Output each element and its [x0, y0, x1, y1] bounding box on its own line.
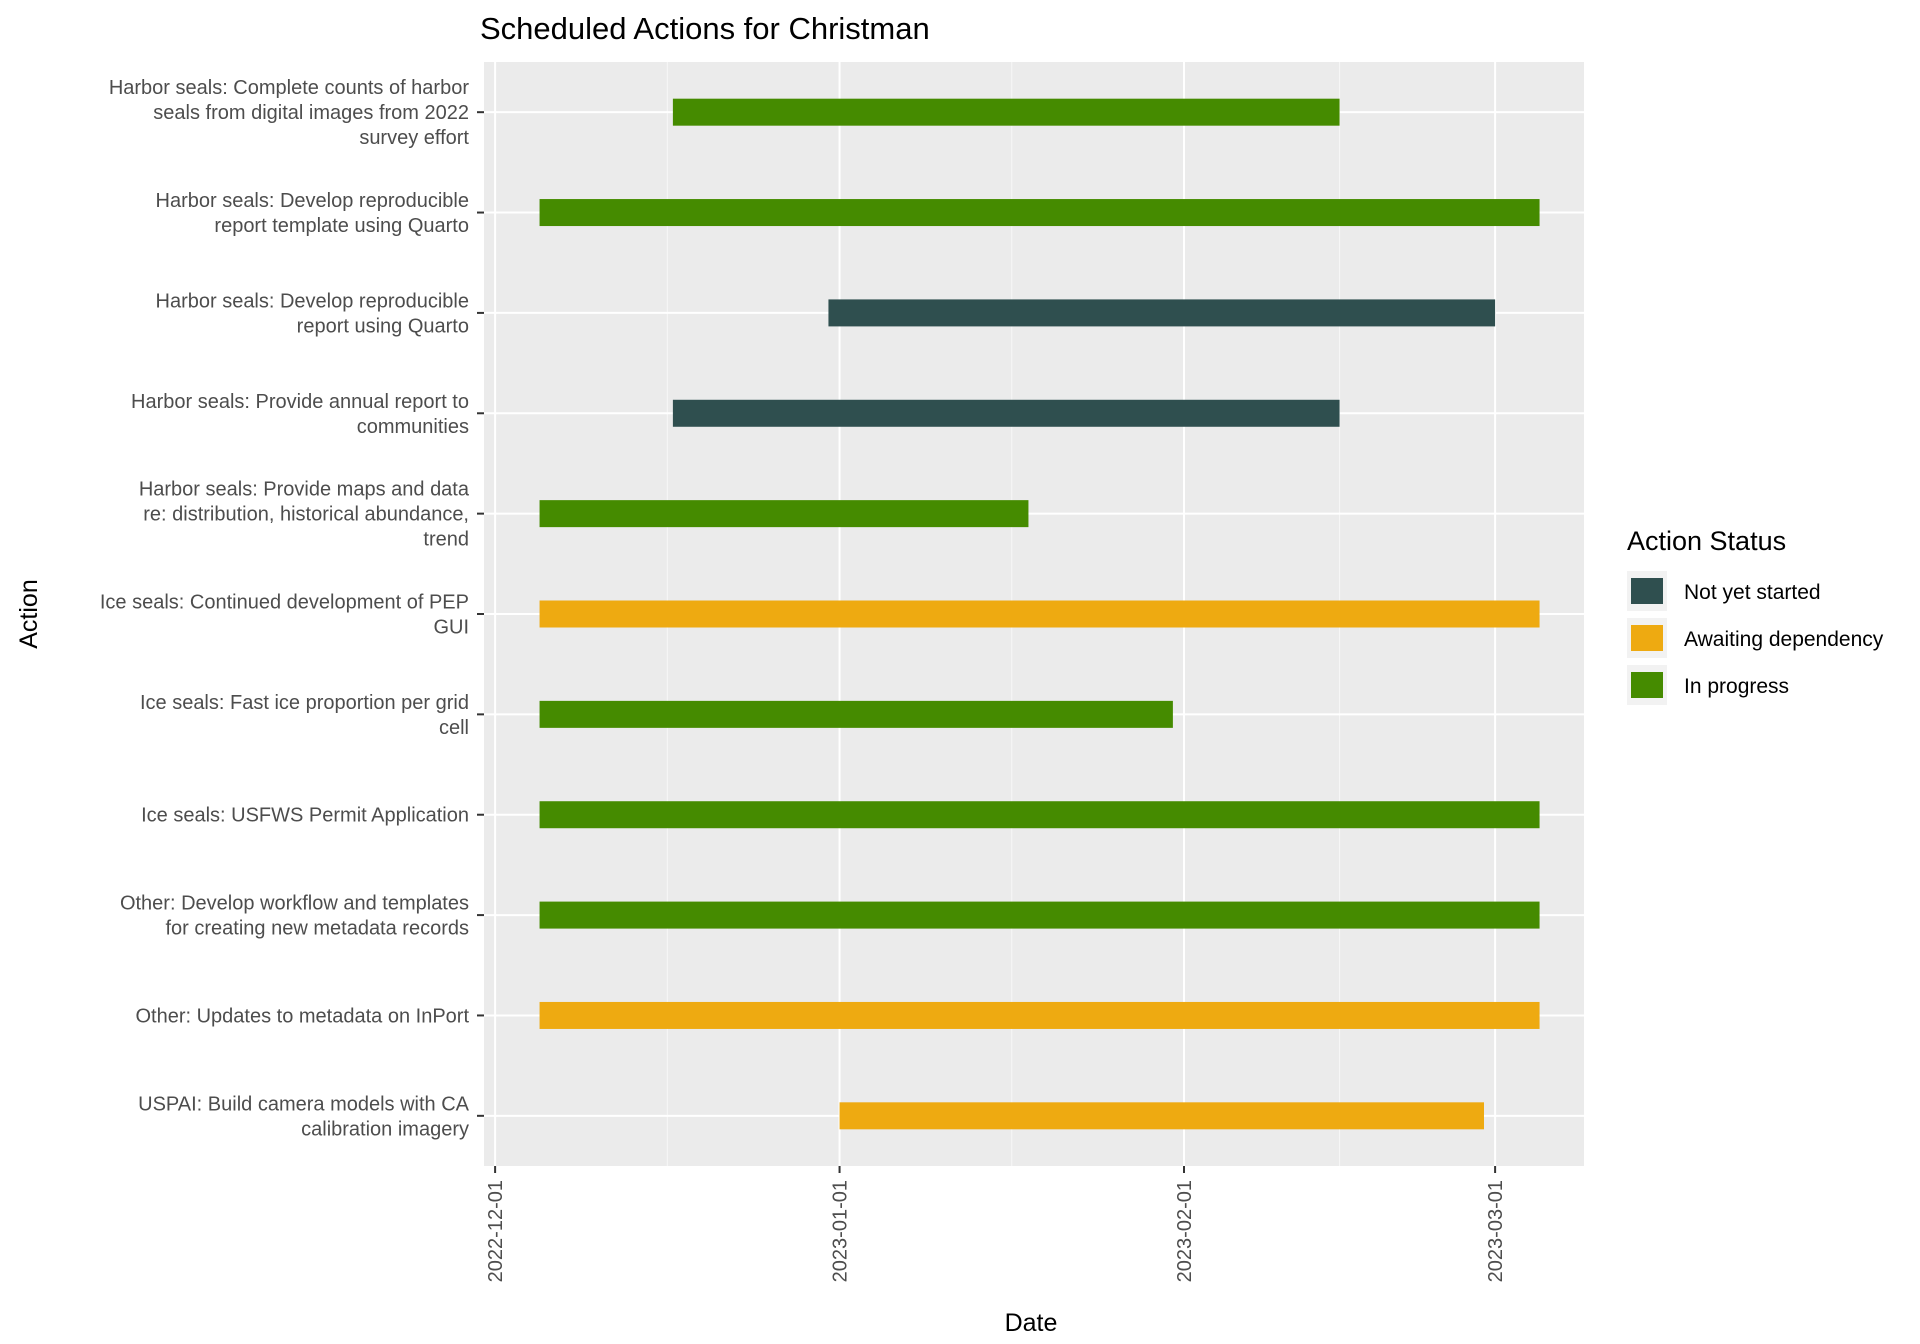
- y-tick-label: Harbor seals: Provide maps and data: [139, 479, 470, 501]
- y-tick-label: report template using Quarto: [214, 215, 469, 237]
- legend-key-swatch: [1631, 672, 1663, 698]
- chart-title: Scheduled Actions for Christman: [480, 11, 930, 46]
- y-axis: Harbor seals: Complete counts of harbor s…: [100, 77, 484, 1140]
- y-tick-label: Harbor seals: Develop reproducible: [156, 190, 470, 212]
- y-tick-label: Harbor seals: Complete counts of harbor: [109, 77, 470, 99]
- y-tick-label: survey effort: [359, 127, 469, 149]
- y-tick-label: calibration imagery: [301, 1118, 469, 1140]
- task-bar: [539, 801, 1540, 829]
- y-tick-label: Ice seals: USFWS Permit Application: [141, 805, 469, 827]
- y-tick-label: Ice seals: Fast ice proportion per grid: [140, 692, 469, 714]
- legend-title: Action Status: [1627, 526, 1786, 556]
- y-tick-label: report using Quarto: [297, 315, 469, 337]
- y-tick-label: re: distribution, historical abundance,: [143, 504, 469, 526]
- y-tick-label: Ice seals: Continued development of PEP: [100, 592, 469, 614]
- x-tick-label: 2023-01-01: [830, 1180, 852, 1282]
- task-bar: [672, 399, 1340, 427]
- task-bar: [828, 299, 1496, 327]
- y-tick-label: GUI: [433, 617, 469, 639]
- y-tick-label: communities: [357, 416, 469, 438]
- legend-label: Not yet started: [1684, 581, 1821, 604]
- y-tick-label: Harbor seals: Provide annual report to: [131, 391, 469, 413]
- x-tick-label: 2022-12-01: [485, 1180, 507, 1282]
- x-tick-label: 2023-02-01: [1174, 1180, 1196, 1282]
- y-axis-title: Action: [15, 579, 43, 648]
- y-tick-label: USPAI: Build camera models with CA: [138, 1093, 470, 1115]
- legend-key-swatch: [1631, 625, 1663, 651]
- x-tick-label: 2023-03-01: [1485, 1180, 1507, 1282]
- task-bar: [672, 98, 1340, 126]
- task-bar: [539, 199, 1540, 227]
- legend-label: In progress: [1684, 675, 1789, 698]
- x-axis: 2022-12-01 2023-01-01 2023-02-01 2023-03-01: [485, 1166, 1507, 1282]
- legend-label: Awaiting dependency: [1684, 628, 1884, 651]
- y-tick-label: Other: Develop workflow and templates: [120, 893, 469, 915]
- task-bar: [539, 500, 1029, 528]
- task-bar: [539, 700, 1173, 728]
- y-tick-label: trend: [423, 529, 469, 551]
- legend-key-swatch: [1631, 578, 1663, 604]
- y-tick-label: seals from digital images from 2022: [153, 102, 469, 124]
- task-bar: [539, 600, 1540, 628]
- task-bar: [539, 901, 1540, 929]
- task-bar: [839, 1102, 1484, 1130]
- y-tick-label: Harbor seals: Develop reproducible: [156, 290, 470, 312]
- task-bar: [539, 1001, 1540, 1029]
- legend: Action Status Not yet started Awaiting de…: [1627, 526, 1884, 705]
- y-tick-label: for creating new metadata records: [166, 918, 470, 940]
- x-axis-title: Date: [1005, 1309, 1058, 1337]
- bar-layer: [539, 98, 1540, 1130]
- y-tick-label: Other: Updates to metadata on InPort: [135, 1005, 469, 1027]
- y-tick-label: cell: [439, 717, 469, 739]
